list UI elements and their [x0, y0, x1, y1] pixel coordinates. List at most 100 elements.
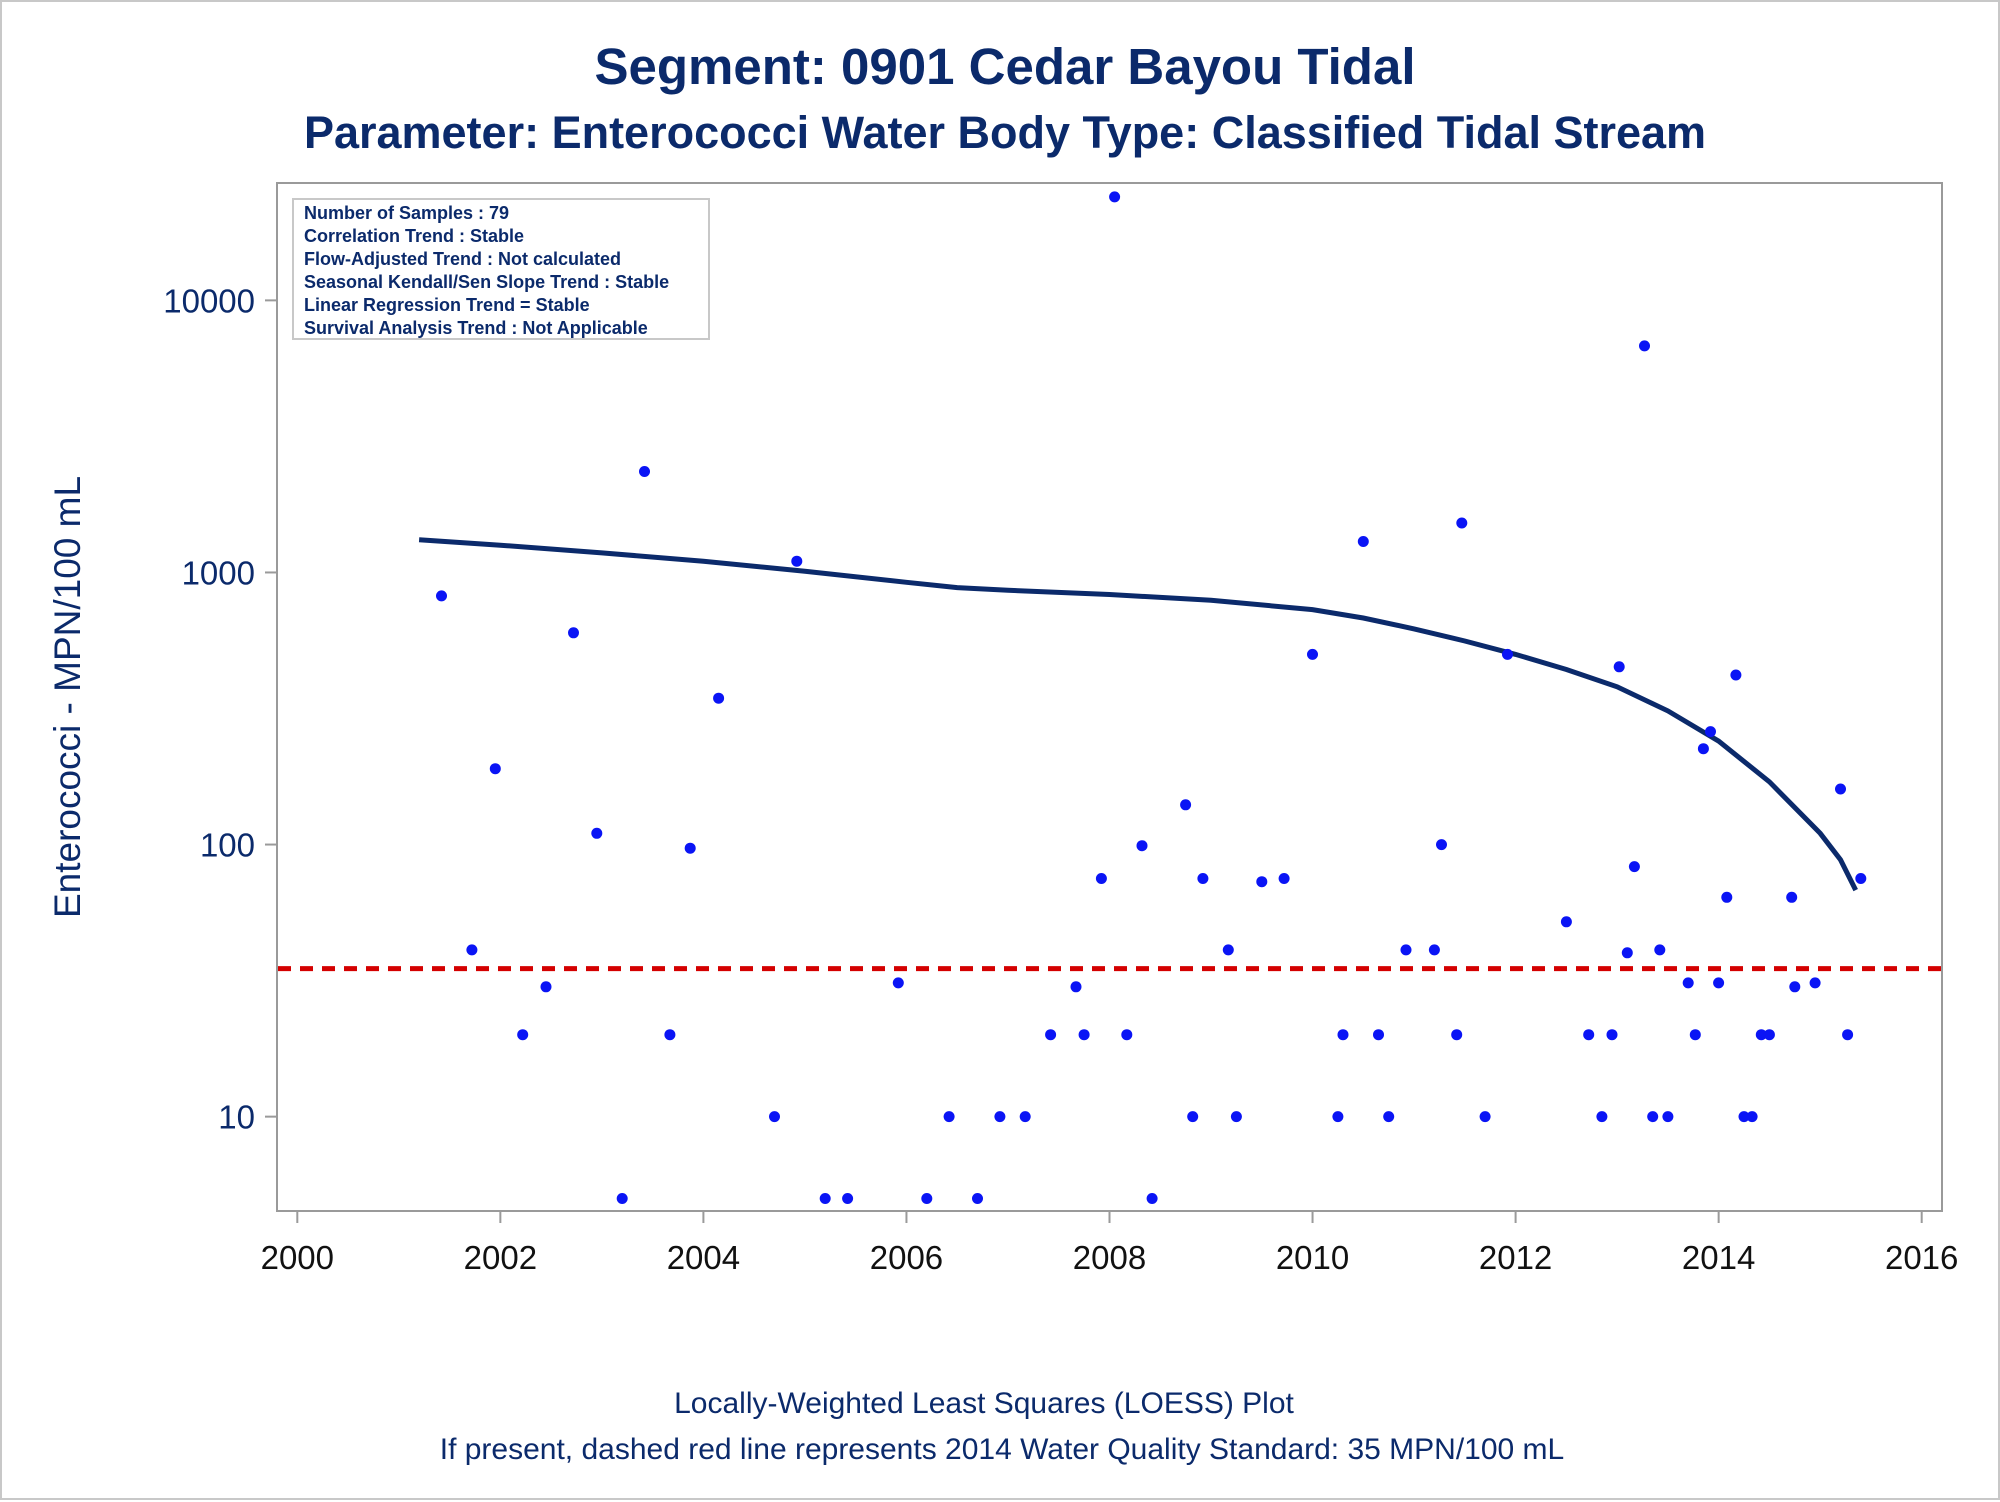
sample-point — [1019, 1111, 1031, 1123]
sample-point — [1502, 648, 1513, 660]
footnote-standard: If present, dashed red line represents 2… — [440, 1433, 1565, 1466]
sample-point — [1197, 873, 1209, 884]
sample-point — [1730, 669, 1742, 681]
sample-point — [1373, 1029, 1384, 1041]
x-tick-label: 2002 — [464, 1239, 537, 1276]
sample-points — [413, 191, 1867, 1204]
sample-point — [1109, 191, 1121, 203]
sample-point — [819, 1193, 831, 1204]
sample-point — [1789, 981, 1801, 993]
y-tick-label: 1000 — [182, 554, 255, 591]
x-tick-label: 2006 — [870, 1239, 943, 1276]
sample-point — [1451, 1029, 1463, 1041]
stats-line: Linear Regression Trend = Stable — [304, 295, 590, 315]
x-tick-label: 2016 — [1885, 1239, 1958, 1276]
sample-point — [1180, 799, 1192, 811]
stats-line: Flow-Adjusted Trend : Not calculated — [304, 249, 621, 269]
sample-point — [540, 981, 552, 993]
sample-point — [1045, 1029, 1057, 1041]
sample-point — [436, 590, 447, 602]
sample-point — [1721, 891, 1733, 903]
y-tick-label: 10 — [218, 1099, 255, 1136]
sample-point — [1689, 1029, 1701, 1041]
sample-point — [1835, 783, 1846, 795]
sample-point — [1738, 1111, 1750, 1123]
sample-point — [489, 763, 501, 775]
sample-point — [568, 627, 579, 639]
sample-point — [972, 1193, 983, 1204]
x-axis: 2000 2002 2004 2006 2008 2010 2012 2014 2016 — [261, 1211, 1958, 1276]
sample-point — [1456, 517, 1468, 529]
sample-point — [1855, 873, 1867, 884]
sample-point — [1628, 861, 1640, 873]
sample-point — [1146, 1193, 1158, 1204]
sample-point — [1428, 944, 1440, 956]
sample-point — [892, 977, 904, 989]
sample-point — [1121, 1029, 1133, 1041]
sample-point — [1560, 916, 1572, 928]
x-tick-label: 2000 — [261, 1239, 334, 1276]
sample-point — [1639, 340, 1650, 352]
chart-title: Segment: 0901 Cedar Bayou Tidal — [594, 38, 1415, 95]
sample-point — [684, 842, 696, 854]
sample-point — [1222, 944, 1234, 956]
sample-point — [1078, 1029, 1090, 1041]
sample-point — [769, 1111, 780, 1123]
stats-line: Seasonal Kendall/Sen Slope Trend : Stabl… — [304, 272, 669, 292]
sample-point — [1647, 1111, 1659, 1123]
sample-point — [842, 1193, 854, 1204]
sample-point — [713, 692, 725, 704]
sample-point — [1606, 1029, 1618, 1041]
sample-point — [1436, 839, 1447, 851]
x-tick-label: 2004 — [667, 1239, 740, 1276]
stats-box-frame — [292, 198, 710, 340]
sample-point — [921, 1193, 933, 1204]
stats-box: Number of Samples : 79 Correlation Trend… — [292, 198, 710, 340]
sample-point — [1755, 1029, 1767, 1041]
sample-point — [1662, 1111, 1674, 1123]
sample-point — [1136, 840, 1148, 852]
sample-point — [791, 555, 803, 567]
sample-point — [517, 1029, 529, 1041]
sample-point — [1596, 1111, 1608, 1123]
sample-point — [1697, 743, 1709, 755]
sample-point — [1307, 648, 1318, 660]
sample-point — [1654, 944, 1666, 956]
footnote-loess: Locally-Weighted Least Squares (LOESS) P… — [674, 1387, 1294, 1420]
loess-line — [418, 537, 1858, 892]
sample-point — [1713, 977, 1725, 989]
sample-point — [1187, 1111, 1199, 1123]
sample-point — [466, 944, 478, 956]
sample-point — [1786, 891, 1798, 903]
sample-point — [1583, 1029, 1595, 1041]
sample-point — [1621, 947, 1633, 959]
stats-line: Survival Analysis Trend : Not Applicable — [304, 318, 648, 338]
sample-point — [1095, 873, 1107, 884]
x-tick-label: 2008 — [1073, 1239, 1146, 1276]
sample-point — [943, 1111, 955, 1123]
sample-point — [1357, 536, 1369, 547]
sample-point — [1705, 726, 1716, 738]
sample-point — [591, 827, 603, 839]
sample-point — [1763, 1029, 1775, 1041]
chart-subtitle: Parameter: Enterococci Water Body Type: … — [304, 107, 1706, 158]
sample-point — [1383, 1111, 1395, 1123]
sample-point — [1332, 1111, 1344, 1123]
sample-point — [1682, 977, 1694, 989]
y-axis-label: Enterococci - MPN/100 mL — [47, 476, 88, 918]
sample-point — [1842, 1029, 1854, 1041]
sample-point — [664, 1029, 676, 1041]
sample-point — [1256, 876, 1268, 888]
x-tick-label: 2012 — [1479, 1239, 1552, 1276]
y-tick-label: 100 — [200, 827, 255, 864]
y-axis: 10 100 1000 10000 — [163, 282, 277, 1136]
sample-point — [1230, 1111, 1242, 1123]
y-tick-label: 10000 — [163, 282, 255, 319]
sample-point — [1400, 944, 1412, 956]
x-tick-label: 2010 — [1276, 1239, 1349, 1276]
sample-point — [994, 1111, 1006, 1123]
sample-point — [1479, 1111, 1491, 1123]
x-tick-label: 2014 — [1682, 1239, 1755, 1276]
